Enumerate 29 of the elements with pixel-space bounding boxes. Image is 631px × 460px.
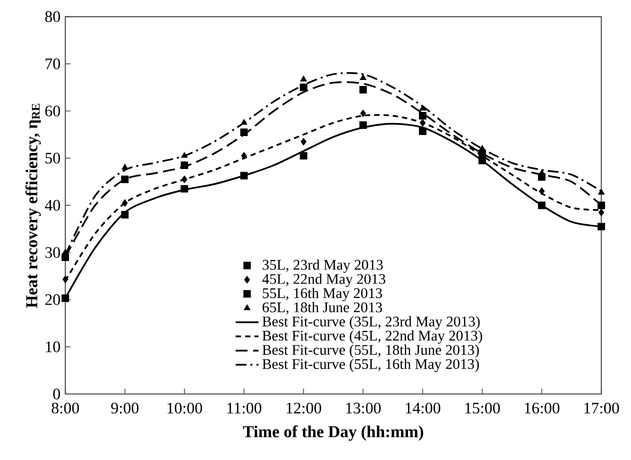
x-tick-label: 11:00 <box>227 402 262 414</box>
x-tick-label: 16:00 <box>524 402 560 414</box>
y-axis-title: Heat recovery efficiency, η$_{RE}$ <box>25 104 41 308</box>
y-tick-label: 40 <box>44 200 60 211</box>
legend-label: 55L, 16th May 2013 <box>262 288 382 302</box>
legend-label: Best Fit-curve (55L, 18th June 2013) <box>262 344 479 358</box>
y-tick-label: 10 <box>46 341 60 352</box>
legend-label: Best Fit-curve (45L, 22nd May 2013) <box>262 330 482 344</box>
x-tick-label: 13:00 <box>346 402 381 414</box>
y-tick-label: 60 <box>45 106 60 116</box>
x-tick-label: 17:00 <box>584 402 619 414</box>
x-tick-label: 15:00 <box>465 402 500 414</box>
y-tick-label: 50 <box>46 152 60 164</box>
y-tick-label: 30 <box>45 247 60 258</box>
y-tick-label: 0 <box>53 388 60 400</box>
x-tick-label: 10:00 <box>168 402 202 414</box>
y-tick-label: 20 <box>45 294 60 306</box>
y-tick-label: 70 <box>46 58 60 70</box>
x-tick-label: 8:00 <box>52 402 79 414</box>
legend-label: Best Fit-curve (55L, 16th May 2013) <box>262 358 479 372</box>
x-tick-label: 9:00 <box>111 402 138 414</box>
legend-label: 65L, 18th June 2013 <box>262 302 382 314</box>
x-tick-label: 14:00 <box>406 402 440 414</box>
y-tick-label: 80 <box>45 11 60 22</box>
x-tick-label: 12:00 <box>286 402 322 414</box>
x-axis-title: Time of the Day (hh:mm) <box>243 425 424 441</box>
legend-label: 45L, 22nd May 2013 <box>262 274 386 287</box>
legend-label: 35L, 23rd May 2013 <box>262 259 383 273</box>
legend-label: Best Fit-curve (35L, 23rd May 2013) <box>262 316 480 330</box>
